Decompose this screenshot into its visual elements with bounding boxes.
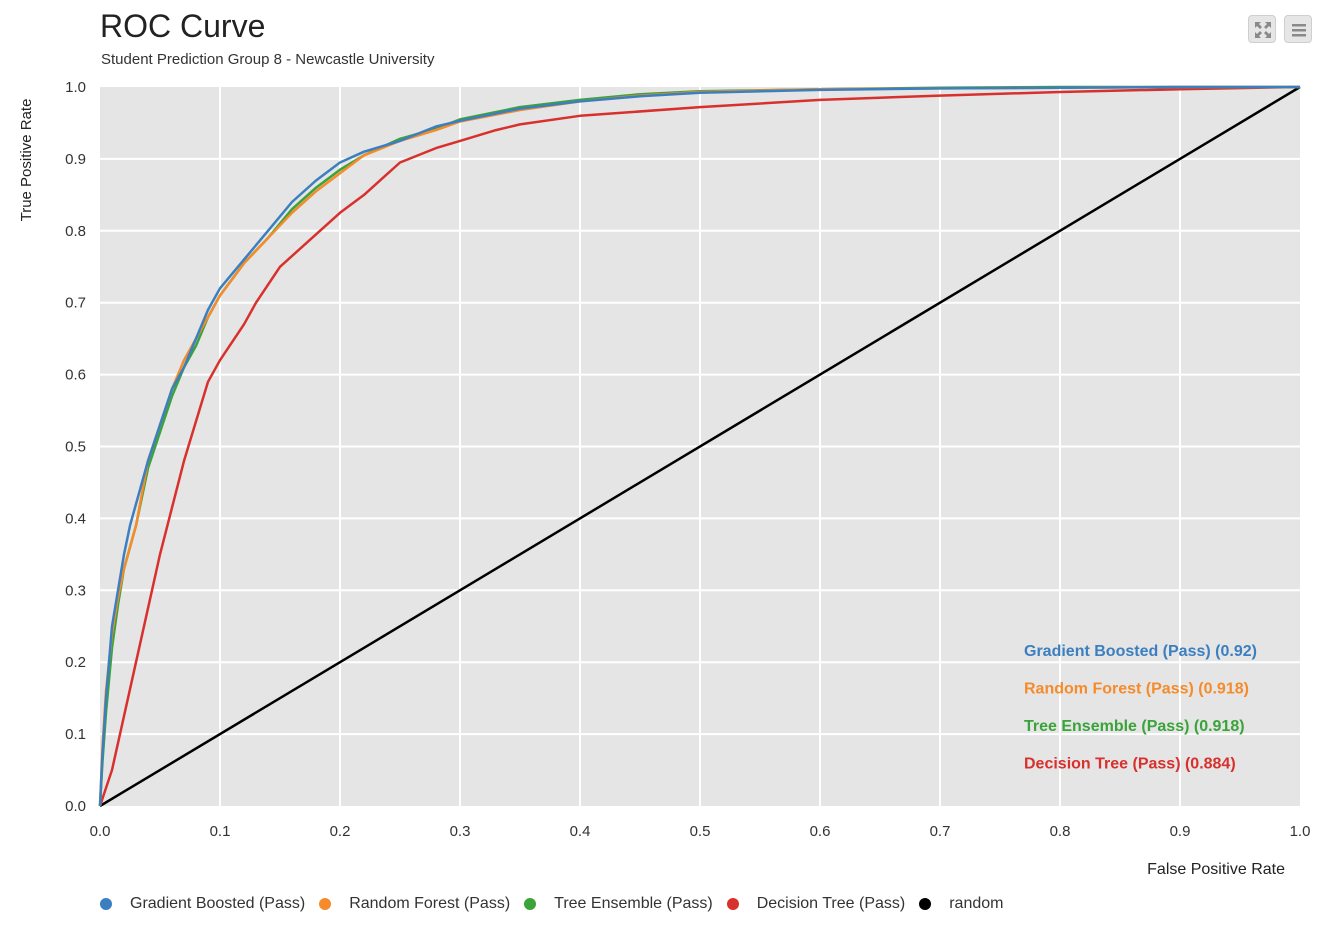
x-tick-label: 0.2: [330, 823, 351, 840]
legend-item[interactable]: Gradient Boosted (Pass): [100, 895, 305, 913]
legend-marker-icon: [319, 898, 332, 910]
y-tick-label: 0.3: [65, 582, 86, 599]
legend-label: Decision Tree (Pass): [756, 895, 906, 912]
y-tick-label: 0.5: [65, 439, 86, 456]
fullscreen-icon: [1255, 22, 1271, 38]
x-axis-label: False Positive Rate: [1147, 861, 1285, 878]
x-tick-label: 0.6: [810, 823, 831, 840]
fullscreen-button[interactable]: [1248, 15, 1276, 43]
y-tick-label: 1.0: [65, 79, 86, 96]
legend-marker-icon: [726, 898, 739, 910]
legend-marker-icon: [100, 898, 112, 910]
series-line-gradient-boosted-pass: [98, 85, 1300, 807]
auc-annotation: Gradient Boosted (Pass) (0.92): [1024, 643, 1257, 660]
auc-annotation: Decision Tree (Pass) (0.884): [1024, 756, 1236, 773]
series-line-decision-tree-pass: [98, 85, 1301, 807]
legend-marker-icon: [524, 898, 537, 910]
menu-icon: [1292, 24, 1306, 37]
chart-legend: Gradient Boosted (Pass) Random Forest (Pa…: [100, 895, 1017, 913]
y-tick-label: 0.1: [65, 726, 86, 743]
y-tick-label: 0.4: [65, 510, 86, 527]
auc-annotation: Tree Ensemble (Pass) (0.918): [1024, 718, 1245, 735]
legend-item[interactable]: Tree Ensemble (Pass): [524, 895, 713, 913]
y-axis-label: True Positive Rate: [18, 99, 35, 222]
auc-annotation: Random Forest (Pass) (0.918): [1024, 681, 1249, 698]
y-tick-label: 0.2: [65, 654, 86, 671]
y-tick-label: 0.7: [65, 295, 86, 312]
legend-item[interactable]: Random Forest (Pass): [319, 895, 510, 913]
menu-button[interactable]: [1284, 15, 1312, 43]
series-line-random: [99, 85, 1301, 808]
x-tick-label: 0.8: [1050, 823, 1071, 840]
x-tick-label: 0.0: [90, 823, 111, 840]
legend-item[interactable]: Decision Tree (Pass): [726, 895, 906, 913]
page-subtitle: Student Prediction Group 8 - Newcastle U…: [101, 51, 435, 68]
x-tick-label: 0.5: [690, 823, 711, 840]
y-tick-label: 0.8: [65, 223, 86, 240]
x-tick-label: 0.4: [570, 823, 591, 840]
x-tick-label: 1.0: [1290, 823, 1311, 840]
legend-label: Gradient Boosted (Pass): [130, 895, 306, 912]
x-tick-label: 0.9: [1170, 823, 1191, 840]
x-tick-label: 0.3: [450, 823, 471, 840]
y-tick-label: 0.6: [65, 367, 86, 384]
legend-label: random: [949, 895, 1004, 912]
page-title: ROC Curve: [100, 8, 266, 44]
y-tick-label: 0.9: [65, 151, 86, 168]
x-tick-label: 0.1: [210, 823, 231, 840]
legend-marker-icon: [919, 898, 932, 910]
x-tick-label: 0.7: [930, 823, 951, 840]
legend-label: Tree Ensemble (Pass): [554, 895, 713, 912]
legend-label: Random Forest (Pass): [349, 895, 511, 912]
y-tick-label: 0.0: [65, 798, 86, 815]
legend-item[interactable]: random: [919, 895, 1003, 913]
